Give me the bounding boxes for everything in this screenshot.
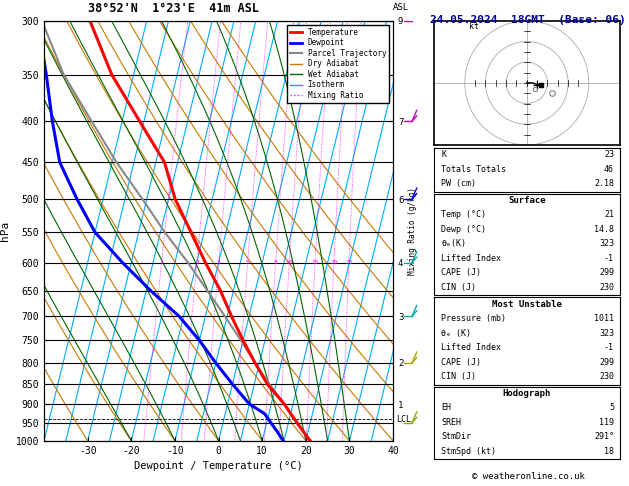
Text: 1011: 1011 xyxy=(594,314,614,323)
Text: 1: 1 xyxy=(160,260,164,265)
Text: K: K xyxy=(442,150,447,159)
Text: CAPE (J): CAPE (J) xyxy=(442,268,481,278)
Text: 5: 5 xyxy=(246,260,250,265)
Text: θₑ(K): θₑ(K) xyxy=(442,240,467,248)
Text: Lifted Index: Lifted Index xyxy=(442,343,501,352)
Text: CIN (J): CIN (J) xyxy=(442,283,476,292)
Text: 46: 46 xyxy=(604,165,614,174)
Text: 15: 15 xyxy=(311,260,319,265)
Text: Lifted Index: Lifted Index xyxy=(442,254,501,263)
X-axis label: Dewpoint / Temperature (°C): Dewpoint / Temperature (°C) xyxy=(134,461,303,471)
Text: StmSpd (kt): StmSpd (kt) xyxy=(442,447,496,456)
Text: 24.05.2024  18GMT  (Base: 06): 24.05.2024 18GMT (Base: 06) xyxy=(430,15,626,25)
Text: 23: 23 xyxy=(604,150,614,159)
Text: 21: 21 xyxy=(604,210,614,219)
Text: 38°52'N  1°23'E  41m ASL: 38°52'N 1°23'E 41m ASL xyxy=(87,1,259,15)
Text: 2: 2 xyxy=(195,260,199,265)
Text: Temp (°C): Temp (°C) xyxy=(442,210,486,219)
Text: 14.8: 14.8 xyxy=(594,225,614,234)
Text: Hodograph: Hodograph xyxy=(503,389,551,398)
Text: Pressure (mb): Pressure (mb) xyxy=(442,314,506,323)
Text: StmDir: StmDir xyxy=(442,433,471,441)
Text: SREH: SREH xyxy=(442,418,462,427)
Text: 119: 119 xyxy=(599,418,614,427)
Text: Surface: Surface xyxy=(508,196,545,205)
Text: 8: 8 xyxy=(274,260,277,265)
Text: 299: 299 xyxy=(599,358,614,366)
Text: 2.18: 2.18 xyxy=(594,179,614,188)
Text: 5: 5 xyxy=(609,403,614,412)
Text: -1: -1 xyxy=(604,254,614,263)
Text: 323: 323 xyxy=(599,240,614,248)
Text: kt: kt xyxy=(469,22,479,31)
Text: CIN (J): CIN (J) xyxy=(442,372,476,381)
Legend: Temperature, Dewpoint, Parcel Trajectory, Dry Adiabat, Wet Adiabat, Isotherm, Mi: Temperature, Dewpoint, Parcel Trajectory… xyxy=(287,25,389,103)
Text: 230: 230 xyxy=(599,283,614,292)
Text: 25: 25 xyxy=(345,260,353,265)
Text: © weatheronline.co.uk: © weatheronline.co.uk xyxy=(472,472,585,481)
Y-axis label: hPa: hPa xyxy=(0,221,10,241)
Text: Most Unstable: Most Unstable xyxy=(492,299,562,309)
Text: θₑ (K): θₑ (K) xyxy=(442,329,471,338)
Text: 291°: 291° xyxy=(594,433,614,441)
Text: 18: 18 xyxy=(604,447,614,456)
Text: Totals Totals: Totals Totals xyxy=(442,165,506,174)
Text: -1: -1 xyxy=(604,343,614,352)
Text: 10: 10 xyxy=(286,260,293,265)
Text: 20: 20 xyxy=(330,260,338,265)
Text: CAPE (J): CAPE (J) xyxy=(442,358,481,366)
Text: 323: 323 xyxy=(599,329,614,338)
Text: 3: 3 xyxy=(217,260,221,265)
Text: Mixing Ratio (g/kg): Mixing Ratio (g/kg) xyxy=(408,187,417,275)
Text: km
ASL: km ASL xyxy=(393,0,409,13)
Text: 299: 299 xyxy=(599,268,614,278)
Text: 230: 230 xyxy=(599,372,614,381)
Text: PW (cm): PW (cm) xyxy=(442,179,476,188)
Text: Dewp (°C): Dewp (°C) xyxy=(442,225,486,234)
Text: EH: EH xyxy=(442,403,452,412)
Text: LCL: LCL xyxy=(397,415,411,424)
